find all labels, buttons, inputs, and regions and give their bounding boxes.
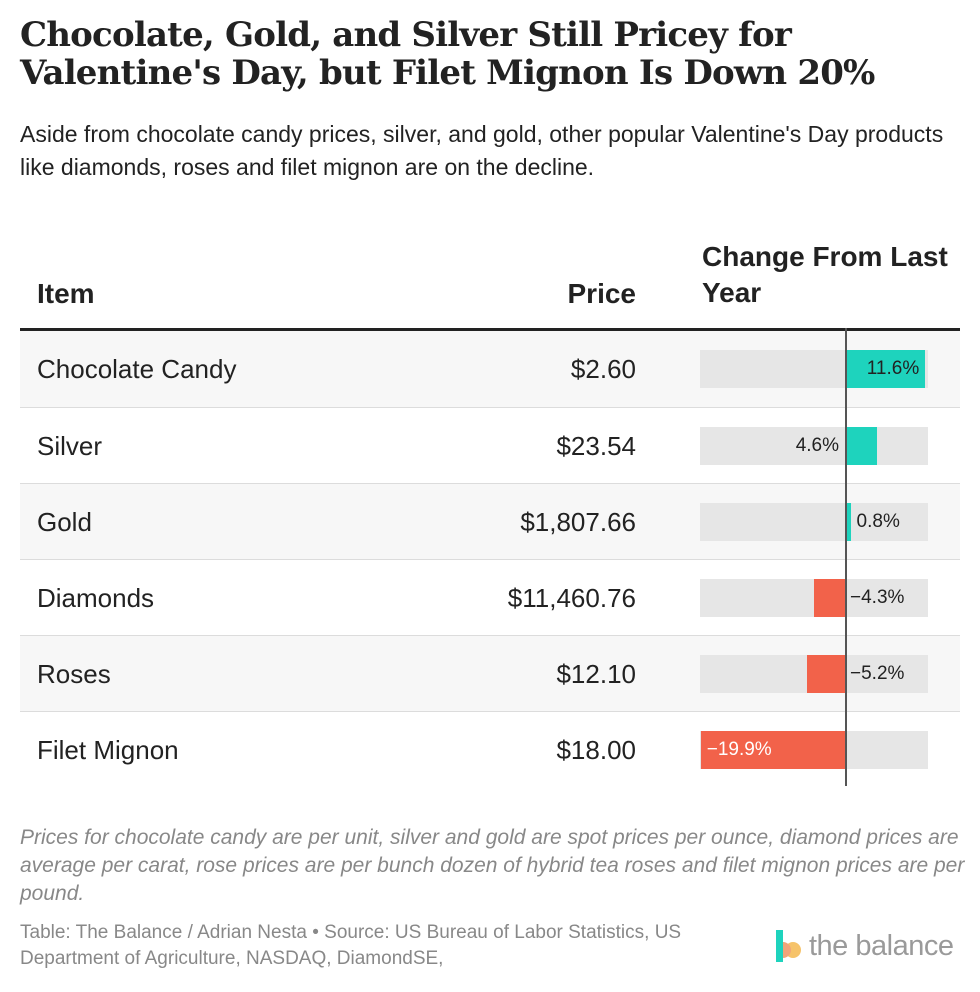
row-item-label: Chocolate Candy	[37, 354, 237, 384]
header-rule	[20, 328, 960, 331]
change-bar-track: −4.3%	[700, 579, 928, 617]
table-row: Filet Mignon $18.00 −19.9%	[20, 711, 960, 787]
logo-mark-icon	[776, 930, 801, 962]
chart-subtitle: Aside from chocolate candy prices, silve…	[20, 121, 944, 180]
change-bar-track: −5.2%	[700, 655, 928, 693]
column-header-item: Item	[37, 278, 95, 309]
chart-title: Chocolate, Gold, and Silver Still Pricey…	[20, 15, 875, 93]
change-value-label: 11.6%	[866, 358, 920, 379]
table-row: Roses $12.10 −5.2%	[20, 635, 960, 711]
row-item-label: Filet Mignon	[37, 735, 179, 765]
row-item-label: Silver	[37, 431, 103, 461]
row-price-value: $1,807.66	[520, 507, 636, 537]
change-value-label: 4.6%	[795, 435, 839, 456]
change-value-label: 0.8%	[856, 511, 900, 532]
column-header-change: Change From Last Year	[702, 241, 948, 308]
column-header-price: Price	[567, 278, 637, 309]
change-bar-track: 4.6%	[700, 427, 928, 465]
change-bar	[845, 503, 851, 541]
change-bar	[807, 655, 845, 693]
logo-text: the balance	[809, 930, 954, 962]
change-value-label: −4.3%	[850, 587, 905, 608]
change-bar	[845, 427, 877, 465]
row-price-value: $18.00	[556, 735, 636, 765]
row-price-value: $2.60	[570, 354, 636, 384]
table-row: Gold $1,807.66 0.8%	[20, 483, 960, 559]
zero-axis-line	[845, 328, 847, 786]
change-bar	[813, 579, 845, 617]
row-item-label: Diamonds	[37, 583, 155, 613]
row-price-value: $12.10	[556, 659, 636, 689]
change-bar	[700, 731, 845, 769]
table-row: Silver $23.54 4.6%	[20, 407, 960, 483]
change-bar-track: 11.6%	[700, 350, 928, 388]
row-item-label: Roses	[37, 659, 111, 689]
row-price-value: $23.54	[556, 431, 636, 461]
change-bar	[845, 350, 926, 388]
source-credit: Table: The Balance / Adrian Nesta • Sour…	[20, 922, 682, 969]
change-value-label: −19.9%	[706, 739, 772, 760]
row-item-label: Gold	[37, 507, 92, 537]
row-price-value: $11,460.76	[507, 583, 636, 613]
the-balance-logo: the balance	[776, 926, 966, 966]
change-bar-track: 0.8%	[700, 503, 928, 541]
change-bar-track: −19.9%	[700, 731, 928, 769]
table-notes: Prices for chocolate candy are per unit,…	[20, 826, 965, 905]
table-row: Diamonds $11,460.76 −4.3%	[20, 559, 960, 635]
table-row: Chocolate Candy $2.60 11.6%	[20, 331, 960, 407]
change-value-label: −5.2%	[850, 663, 905, 684]
